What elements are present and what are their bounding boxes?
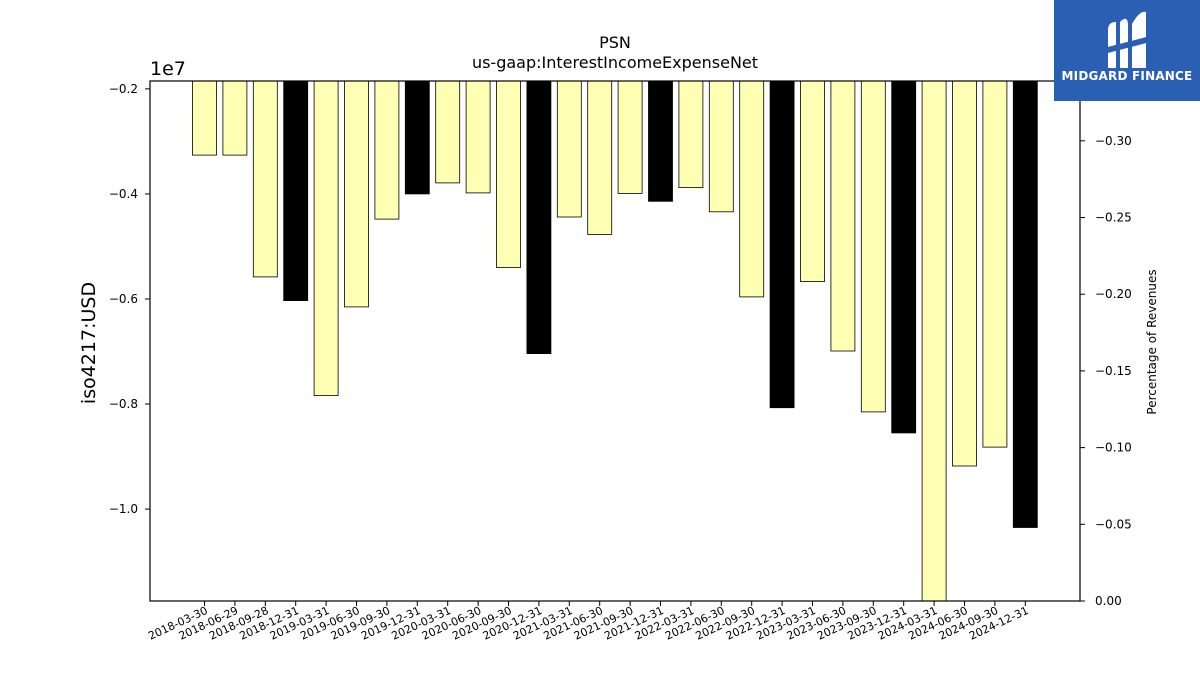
y-axis-label: iso4217:USD [78,282,100,404]
y-tick-label: −0.4 [109,187,138,201]
bar-2019-12-31 [404,80,430,195]
y-tick-label: −0.6 [109,292,138,306]
bar-2019-09-30 [374,80,400,220]
bar-2023-12-31 [891,80,917,434]
bar-2023-09-30 [860,80,886,413]
logo: MIDGARD FINANCE [1054,0,1200,101]
y2-axis-label: Percentage of Revenues [1145,269,1159,414]
y2-tick-label: −0.25 [1095,211,1132,225]
bar-2020-09-30 [496,80,521,268]
bar-2022-12-31 [769,80,795,409]
y2-tick-label: 0.00 [1095,594,1122,608]
y2-tick-label: −0.10 [1095,441,1132,455]
bar-2023-06-30 [830,80,856,352]
bar-2024-09-30 [982,80,1008,448]
bar-2018-03-30 [192,80,217,156]
bar-2018-06-29 [222,80,248,156]
y-tick-label: −1.0 [109,502,138,516]
bar-2024-06-30 [952,80,977,467]
bar-2023-03-31 [800,80,825,283]
plot-frame [149,80,1081,602]
bar-2024-03-31 [921,80,947,602]
y-axis-exponent: 1e7 [150,58,186,80]
y2-tick-label: −0.30 [1095,134,1132,148]
y-tick-label: −0.2 [109,82,138,96]
midgard-logo-icon [1104,11,1150,68]
chart-subtitle: us-gaap:InterestIncomeExpenseNet [472,53,758,72]
y2-tick-label: −0.05 [1095,517,1132,531]
bar-2022-03-31 [678,80,704,188]
bar-2019-03-31 [313,80,339,397]
y2-axis-ticks: −0.30 −0.25 −0.20 −0.15 −0.10 −0.05 0.00 [1080,134,1132,608]
bar-2021-09-30 [617,80,643,194]
bar-2020-12-31 [526,80,552,355]
bar-2021-12-31 [648,80,673,202]
y2-tick-label: −0.20 [1095,287,1132,301]
bar-2021-03-31 [556,80,582,218]
bar-2020-06-30 [465,80,491,194]
bar-2022-06-30 [708,80,734,213]
bar-2022-09-30 [739,80,765,298]
bar-2019-06-30 [344,80,369,308]
chart-title: PSN [599,33,631,52]
x-axis-ticks: 2018-03-302018-06-292018-09-282018-12-31… [146,601,1031,643]
y2-tick-label: −0.15 [1095,364,1132,378]
bar-2020-03-31 [435,80,461,184]
bar-2018-12-31 [283,80,309,302]
y-axis-ticks: −0.2 −0.4 −0.6 −0.8 −1.0 [109,82,150,516]
bar-2024-12-31 [1012,80,1038,528]
bar-2021-06-30 [587,80,613,235]
bars-group [192,80,1038,602]
y-tick-label: −0.8 [109,397,138,411]
logo-text: MIDGARD FINANCE [1061,69,1193,83]
bar-2018-09-28 [252,80,278,278]
